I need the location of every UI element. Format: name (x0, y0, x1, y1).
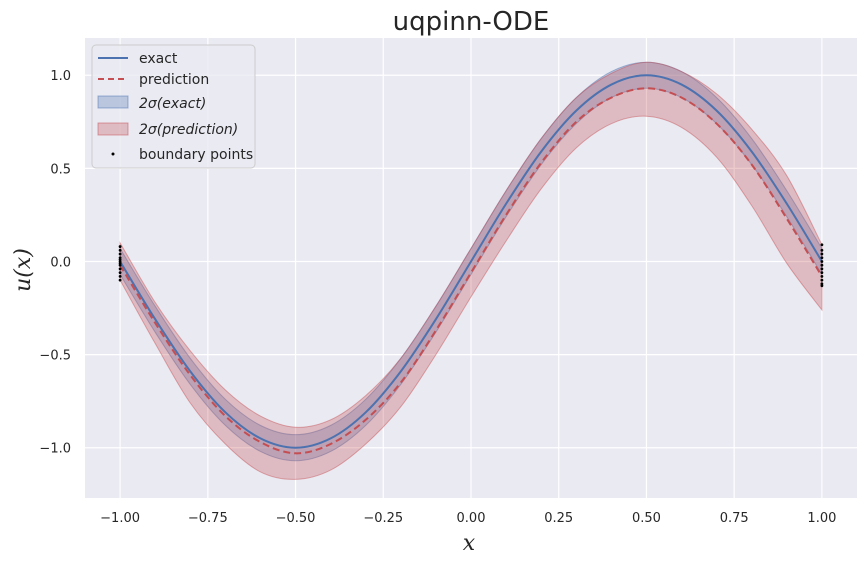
boundary-point (118, 252, 122, 256)
boundary-point (118, 263, 122, 267)
legend-handle-band-prediction (97, 122, 129, 136)
boundary-point (118, 274, 122, 278)
y-tick-labels: −1.0 −0.5 0.0 0.5 1.0 (39, 69, 71, 456)
legend-label-band-prediction: 2σ(prediction) (139, 122, 238, 138)
series-lines (119, 74, 823, 455)
boundary-point (118, 271, 122, 275)
boundary-point (118, 267, 122, 271)
x-tick-label: 0.50 (632, 511, 661, 526)
y-axis-label: u(x) (11, 248, 36, 292)
x-tick-label: −0.25 (363, 511, 403, 526)
legend-label-prediction: prediction (139, 72, 209, 88)
y-tick-label: 0.0 (50, 255, 71, 270)
boundary-point (820, 278, 824, 282)
y-tick-label: 0.5 (50, 162, 71, 177)
legend-handle-boundary-points (111, 152, 115, 156)
boundary-point (820, 248, 824, 252)
boundary-point (820, 256, 824, 260)
boundary-points (118, 243, 824, 288)
x-tick-label: −1.00 (100, 511, 140, 526)
boundary-point (118, 245, 122, 248)
boundary-point (820, 284, 824, 288)
y-tick-label: −0.5 (39, 349, 71, 364)
boundary-point (820, 260, 824, 263)
x-tick-label: 0.25 (544, 511, 573, 526)
boundary-point (820, 271, 824, 275)
x-axis-label: x (463, 531, 476, 556)
boundary-point (820, 243, 824, 247)
x-tick-label: 0.75 (720, 511, 749, 526)
y-tick-label: −1.0 (39, 442, 71, 457)
boundary-point (820, 252, 824, 256)
x-tick-label: −0.50 (276, 511, 316, 526)
x-tick-label: −0.75 (188, 511, 228, 526)
legend-label-exact: exact (139, 51, 178, 67)
x-tick-labels: −1.00 −0.75 −0.50 −0.25 0.00 0.25 0.50 0.75 1.00 (100, 511, 836, 526)
boundary-point (118, 278, 122, 282)
y-tick-label: 1.0 (50, 69, 71, 84)
x-tick-label: 0.00 (457, 511, 486, 526)
chart-title: uqpinn-ODE (393, 7, 550, 37)
boundary-point (820, 263, 824, 267)
legend-label-boundary-points: boundary points (139, 147, 253, 163)
exact-line (119, 74, 823, 449)
boundary-point (118, 248, 122, 252)
legend-label-band-exact: 2σ(exact) (139, 96, 206, 112)
legend-handle-band-exact (97, 95, 129, 109)
legend: exact prediction 2σ(exact) 2σ(prediction… (91, 44, 256, 169)
legend-frame (91, 44, 256, 169)
boundary-point (820, 274, 824, 278)
boundary-point (820, 267, 824, 271)
prediction-line (119, 87, 823, 455)
x-tick-label: 1.00 (807, 511, 836, 526)
